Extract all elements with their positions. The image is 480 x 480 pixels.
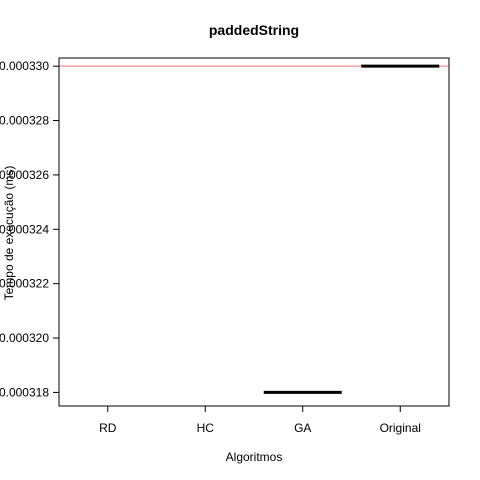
x-axis-label: Algoritmos [226,450,283,464]
y-tick-label: 0.000320 [0,331,49,345]
x-tick-label: RD [99,421,117,435]
chart-title: paddedString [209,22,299,38]
plot-frame [59,58,449,406]
y-tick-label: 0.000322 [0,277,49,291]
y-tick-label: 0.000328 [0,114,49,128]
x-tick-label: Original [380,421,421,435]
y-tick-label: 0.000324 [0,222,49,236]
x-tick-label: HC [197,421,215,435]
y-tick-label: 0.000318 [0,385,49,399]
x-tick-label: GA [294,421,311,435]
y-tick-label: 0.000326 [0,168,49,182]
y-tick-label: 0.000330 [0,59,49,73]
plot-area: 0.000318 0.000320 0.000322 0.000324 0.000326… [0,58,449,435]
